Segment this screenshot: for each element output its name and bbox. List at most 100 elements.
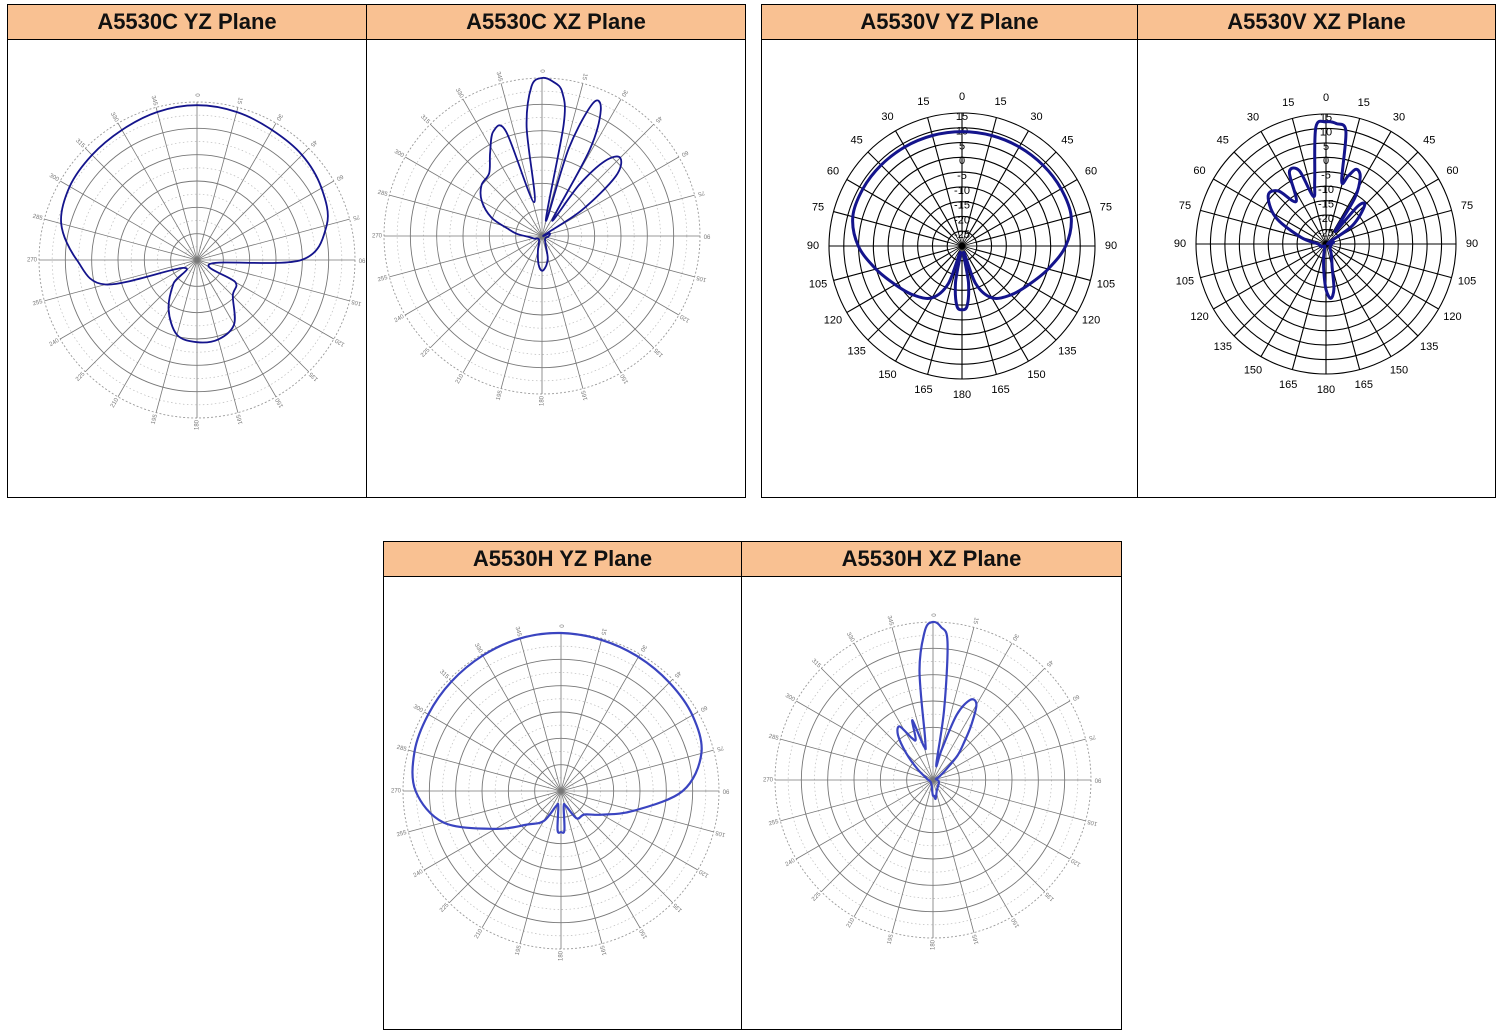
grid-spoke: [932, 700, 1071, 781]
pattern-point: [1325, 288, 1327, 291]
angle-tick-label: 45: [1061, 135, 1073, 147]
angle-tick-label: 225: [439, 902, 451, 914]
pattern-point: [923, 745, 925, 747]
angle-tick-label: 195: [887, 933, 896, 945]
grid-spoke: [196, 107, 239, 261]
angle-tick-label: 165: [236, 413, 245, 425]
pattern-point: [875, 268, 877, 270]
pattern-point: [271, 129, 273, 131]
grid-spoke: [541, 194, 695, 237]
angle-tick-label: 120: [1082, 314, 1100, 326]
pattern-point: [604, 160, 606, 162]
pattern-point: [935, 778, 937, 780]
angle-tick-label: 105: [809, 278, 827, 290]
pattern-point: [534, 238, 536, 240]
pattern-point: [962, 743, 965, 745]
grid-spoke: [1335, 151, 1419, 235]
angle-tick-label: 225: [811, 891, 823, 903]
pattern-point: [970, 725, 972, 727]
angle-tick-label: 30: [274, 112, 283, 121]
pattern-point: [935, 763, 937, 766]
grid-spoke: [423, 790, 562, 871]
grid-spoke: [1338, 250, 1439, 310]
pattern-point: [898, 725, 901, 727]
pattern-points: [1267, 121, 1366, 299]
grid-spoke: [1291, 118, 1323, 231]
a5530c-table: A5530C YZ Plane A5530C XZ Plane 0 15 30 45 6…: [7, 4, 746, 498]
pattern-point: [492, 130, 494, 133]
angle-tick-label: 165: [600, 944, 609, 956]
grid-spoke: [59, 180, 198, 261]
grid-spoke: [429, 235, 543, 349]
grid-spoke: [927, 260, 959, 375]
pattern-point: [1018, 146, 1020, 148]
pattern-point: [168, 308, 170, 310]
angle-tick-label: 150: [1390, 364, 1408, 376]
pattern-point: [700, 752, 702, 754]
pattern-point: [233, 323, 235, 325]
grid-spoke: [853, 779, 934, 918]
pattern-point: [578, 184, 580, 186]
angle-tick-label: 135: [672, 901, 684, 913]
radial-tick-label: -10: [1318, 184, 1334, 196]
pattern-point: [1319, 245, 1321, 247]
angle-tick-label: 60: [699, 704, 708, 713]
a5530v-yz-cell: 0 15 30 45 60 75 90 105 120 135 150 165 180 165 150 135…: [761, 39, 1138, 498]
pattern-point: [1042, 164, 1044, 166]
angle-tick-label: 330: [845, 632, 856, 644]
grid-spoke: [560, 790, 674, 904]
angle-tick-label: 240: [413, 869, 425, 880]
radial-tick-label: 5: [1323, 141, 1329, 153]
angle-tick-label: 15: [235, 96, 243, 105]
grid-spoke: [389, 194, 543, 237]
pattern-point: [196, 104, 198, 106]
grid-spoke: [448, 790, 562, 904]
angle-tick-label: 120: [679, 313, 691, 324]
angle-tick-label: 75: [812, 201, 824, 213]
angle-tick-label: 30: [1030, 111, 1042, 123]
pattern-point: [530, 85, 533, 87]
pattern-point: [1341, 180, 1343, 182]
angle-tick-label: 0: [929, 613, 935, 617]
pattern-point: [931, 134, 933, 137]
pattern-point: [957, 754, 959, 756]
pattern-point: [932, 621, 934, 623]
angle-tick-label: 0: [557, 624, 563, 628]
pattern-point: [929, 780, 931, 782]
angle-tick-label: 165: [1279, 379, 1297, 391]
angle-tick-label: 30: [619, 88, 628, 97]
angle-tick-label: 330: [109, 112, 120, 124]
pattern-point: [176, 334, 178, 336]
angle-tick-label: 195: [515, 944, 524, 956]
angle-tick-label: 45: [1423, 135, 1435, 147]
angle-tick-label: 150: [1244, 364, 1262, 376]
pattern-point: [668, 682, 670, 684]
pattern-point: [894, 284, 896, 286]
pattern-point: [911, 719, 913, 721]
grid-spoke: [1233, 151, 1317, 235]
angle-tick-label: 270: [372, 234, 383, 240]
pattern-point: [592, 102, 594, 104]
pattern-point: [941, 749, 943, 751]
pattern-point: [560, 831, 562, 833]
angle-tick-label: 75: [697, 189, 706, 197]
angle-tick-label: 330: [473, 643, 484, 655]
grid-spoke: [1213, 178, 1314, 238]
angle-tick-label: 195: [151, 413, 160, 425]
a5530h-xz-chart: 0 15 30 45 60 75 90 105 120 135 150 165 180 195 210 225…: [763, 613, 1101, 950]
pattern-point: [991, 297, 993, 299]
angle-tick-label: 120: [824, 314, 842, 326]
pattern-point: [600, 639, 603, 641]
radial-tick-label: -25: [954, 229, 970, 241]
pattern-point: [862, 188, 864, 190]
angle-tick-label: 0: [193, 93, 199, 97]
pattern-point: [1317, 243, 1319, 245]
angle-tick-label: 180: [559, 950, 565, 961]
pattern-point: [480, 184, 483, 186]
pattern-point: [933, 795, 935, 797]
radial-tick-label: -5: [1321, 170, 1331, 182]
grid-spoke: [795, 700, 934, 781]
pattern-point: [956, 305, 958, 307]
pattern-point: [545, 220, 547, 222]
grid-spoke: [833, 249, 948, 281]
